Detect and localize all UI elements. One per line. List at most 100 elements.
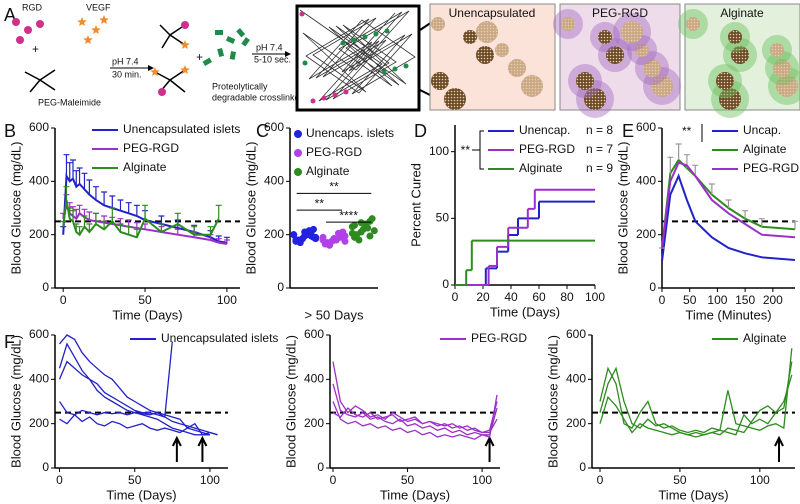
series-line xyxy=(58,360,210,436)
y-tick-label: 0 xyxy=(42,280,49,294)
x-axis-title: Time (Days) xyxy=(658,487,728,502)
crosslinker xyxy=(236,27,246,38)
crosslink-node xyxy=(403,63,409,69)
vegf-star xyxy=(150,67,160,76)
islet-texture xyxy=(495,43,509,57)
series-line xyxy=(661,161,796,249)
crosslink-node xyxy=(340,40,346,46)
crosslink-node xyxy=(384,28,390,34)
error-bar xyxy=(692,164,699,176)
crosslink-node xyxy=(381,69,387,75)
legend-label: Alginate xyxy=(743,331,787,345)
error-bar xyxy=(117,223,124,232)
image-label: PEG-RGD xyxy=(592,6,648,20)
error-bar xyxy=(215,238,222,243)
x-axis-title: Time (Days) xyxy=(112,307,182,322)
series-line xyxy=(332,361,498,434)
error-bar xyxy=(125,226,132,235)
y-tick-label: 400 xyxy=(304,372,324,386)
vegf-star xyxy=(180,40,190,49)
annotation: ** xyxy=(682,124,692,138)
x-tick-label: 60 xyxy=(532,290,546,304)
x-tick-label: 100 xyxy=(707,293,727,307)
series-line xyxy=(58,342,218,436)
x-tick-label: 100 xyxy=(200,473,220,487)
vegf-star xyxy=(83,35,93,44)
y-tick-label: 600 xyxy=(636,120,656,134)
error-bar xyxy=(81,215,88,227)
error-bar xyxy=(76,226,83,235)
error-bar xyxy=(215,204,222,219)
arrow xyxy=(197,435,208,462)
islet-texture xyxy=(770,43,784,57)
error-bar xyxy=(125,202,132,214)
error-bar xyxy=(63,154,70,176)
legend-label: PEG-RGD xyxy=(471,331,527,345)
error-bar xyxy=(92,186,99,200)
crosslinker xyxy=(241,37,250,47)
point xyxy=(368,215,376,223)
error-bar xyxy=(76,204,83,214)
x-axis-title: > 50 Days xyxy=(305,307,364,322)
islet-texture xyxy=(431,72,449,90)
x-tick-label: 100 xyxy=(585,290,605,304)
x-axis-title: Time (Days) xyxy=(106,487,176,502)
crosslink-node xyxy=(392,66,398,72)
x-tick-label: 50 xyxy=(683,293,697,307)
arrow xyxy=(171,435,182,462)
x-tick-label: 50 xyxy=(401,473,415,487)
crosslink-node xyxy=(373,31,379,37)
label: degradable crosslinker xyxy=(212,92,303,102)
panel-label: C xyxy=(256,121,269,141)
error-bar xyxy=(792,220,798,230)
islet-texture xyxy=(598,30,612,44)
y-tick-label: 0 xyxy=(579,460,586,474)
legend-label: Unencap. xyxy=(519,123,570,137)
error-bar xyxy=(133,204,140,216)
y-tick-label: 0 xyxy=(42,460,49,474)
legend-label: Uncap. xyxy=(743,123,781,137)
y-tick-label: 100 xyxy=(429,144,449,158)
y-tick-label: 400 xyxy=(264,174,284,188)
point xyxy=(366,232,374,240)
bracket xyxy=(472,130,484,170)
islet-texture xyxy=(444,88,466,110)
image-label: Unencapsulated xyxy=(449,6,536,20)
y-axis-title: Percent Cured xyxy=(408,163,423,247)
rgd-dot xyxy=(158,88,166,96)
series-line xyxy=(59,413,218,436)
y-tick-label: 400 xyxy=(29,174,49,188)
arrowhead xyxy=(285,51,291,57)
point xyxy=(339,231,347,239)
y-tick-label: 200 xyxy=(304,416,324,430)
y-axis-title: Blood Glucose (mg/dL) xyxy=(545,335,560,468)
legend-label: Alginate xyxy=(743,142,787,156)
rgd-dot xyxy=(310,98,316,104)
x-tick-label: 80 xyxy=(560,290,574,304)
rgd-dot xyxy=(12,18,20,26)
vegf-star xyxy=(180,65,190,74)
point xyxy=(312,235,320,243)
series-line xyxy=(661,173,796,262)
islet-texture xyxy=(621,21,643,43)
legend-label: Unencaps. islets xyxy=(306,126,394,140)
error-bar xyxy=(133,222,140,228)
y-axis-title: Blood Glucose (mg/dL) xyxy=(283,335,298,468)
error-bar xyxy=(708,183,715,195)
islet-texture xyxy=(463,30,477,44)
point xyxy=(351,221,359,229)
error-bar xyxy=(66,207,73,219)
x-tick-label: 100 xyxy=(750,473,770,487)
islet-texture xyxy=(686,17,700,31)
crosslinker xyxy=(229,51,236,60)
series-line xyxy=(661,158,796,249)
rgd-dot xyxy=(321,95,327,101)
islet-texture xyxy=(643,59,661,77)
error-bar xyxy=(109,195,116,208)
legend-marker xyxy=(294,168,302,176)
error-bar xyxy=(63,186,70,200)
y-tick-label: 0 xyxy=(277,280,284,294)
error-bar xyxy=(758,218,765,227)
error-bar xyxy=(117,199,124,211)
legend-marker xyxy=(294,149,302,157)
